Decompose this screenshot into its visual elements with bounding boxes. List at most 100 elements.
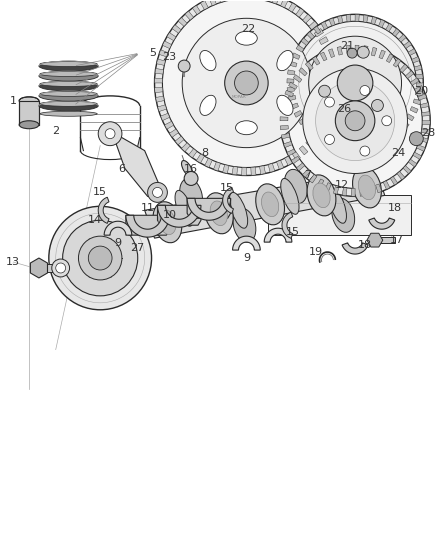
Polygon shape [369, 218, 395, 229]
Circle shape [88, 246, 112, 270]
Polygon shape [287, 149, 296, 156]
Polygon shape [272, 0, 279, 4]
Polygon shape [333, 185, 339, 194]
Polygon shape [351, 144, 355, 151]
Polygon shape [162, 41, 172, 49]
Polygon shape [311, 130, 318, 138]
Polygon shape [376, 184, 382, 193]
Polygon shape [291, 103, 299, 109]
Circle shape [360, 85, 370, 95]
Ellipse shape [39, 101, 98, 111]
Polygon shape [410, 107, 418, 113]
Polygon shape [297, 163, 305, 171]
Ellipse shape [39, 71, 98, 81]
Polygon shape [399, 35, 406, 42]
Polygon shape [289, 61, 297, 67]
Circle shape [288, 53, 422, 188]
Ellipse shape [284, 169, 307, 204]
Ellipse shape [200, 51, 216, 71]
Polygon shape [333, 141, 339, 149]
Text: 2: 2 [52, 126, 59, 136]
Polygon shape [287, 70, 295, 75]
Ellipse shape [175, 190, 193, 226]
Circle shape [178, 60, 190, 72]
Polygon shape [304, 124, 312, 132]
Polygon shape [329, 92, 338, 98]
Polygon shape [368, 187, 373, 195]
Polygon shape [420, 137, 428, 143]
Polygon shape [178, 18, 187, 26]
Polygon shape [408, 49, 416, 55]
Ellipse shape [40, 71, 97, 77]
Polygon shape [325, 109, 334, 116]
Circle shape [280, 45, 430, 196]
Polygon shape [342, 188, 347, 196]
Polygon shape [299, 117, 307, 125]
Ellipse shape [353, 167, 381, 208]
Ellipse shape [307, 175, 336, 216]
Polygon shape [145, 171, 385, 238]
Polygon shape [420, 103, 429, 108]
Polygon shape [233, 236, 260, 250]
Polygon shape [325, 139, 332, 147]
Polygon shape [389, 132, 396, 140]
Circle shape [63, 220, 138, 296]
Polygon shape [413, 152, 422, 159]
Polygon shape [355, 45, 359, 53]
Polygon shape [406, 71, 414, 79]
Ellipse shape [256, 184, 285, 225]
Polygon shape [404, 41, 412, 49]
Polygon shape [359, 144, 364, 151]
Polygon shape [175, 136, 184, 145]
Circle shape [337, 65, 373, 101]
Polygon shape [285, 156, 292, 165]
Polygon shape [393, 59, 401, 67]
Polygon shape [342, 143, 347, 151]
Polygon shape [299, 146, 308, 155]
Circle shape [357, 46, 369, 58]
Polygon shape [288, 95, 296, 101]
Polygon shape [386, 54, 393, 62]
Polygon shape [280, 125, 288, 130]
Polygon shape [189, 149, 197, 158]
Polygon shape [330, 83, 338, 88]
Polygon shape [296, 45, 304, 52]
Ellipse shape [328, 188, 346, 223]
Ellipse shape [19, 97, 39, 105]
Text: 16: 16 [184, 164, 198, 174]
Text: 11: 11 [141, 203, 155, 213]
Polygon shape [155, 78, 162, 83]
Ellipse shape [40, 92, 97, 96]
Polygon shape [264, 0, 270, 1]
Polygon shape [305, 62, 313, 70]
Polygon shape [302, 169, 311, 177]
Polygon shape [415, 91, 423, 96]
Text: 20: 20 [414, 86, 428, 96]
Polygon shape [287, 87, 294, 92]
Polygon shape [281, 108, 289, 112]
Text: MOPAR: MOPAR [232, 95, 246, 99]
Polygon shape [192, 5, 201, 14]
Polygon shape [156, 59, 165, 66]
Polygon shape [303, 14, 311, 23]
Polygon shape [414, 65, 422, 71]
Circle shape [235, 71, 258, 95]
Polygon shape [346, 14, 351, 22]
Polygon shape [158, 105, 166, 111]
Circle shape [182, 18, 311, 148]
Ellipse shape [40, 82, 97, 86]
Polygon shape [159, 50, 168, 57]
Text: 5: 5 [149, 48, 156, 58]
Polygon shape [326, 54, 335, 61]
Ellipse shape [153, 201, 182, 243]
Polygon shape [337, 46, 343, 55]
Polygon shape [386, 23, 393, 31]
Polygon shape [355, 14, 359, 21]
Polygon shape [282, 212, 293, 238]
Circle shape [309, 36, 402, 130]
Polygon shape [397, 172, 405, 180]
Polygon shape [319, 37, 328, 45]
Polygon shape [115, 134, 162, 198]
Circle shape [345, 111, 365, 131]
Polygon shape [330, 74, 338, 78]
